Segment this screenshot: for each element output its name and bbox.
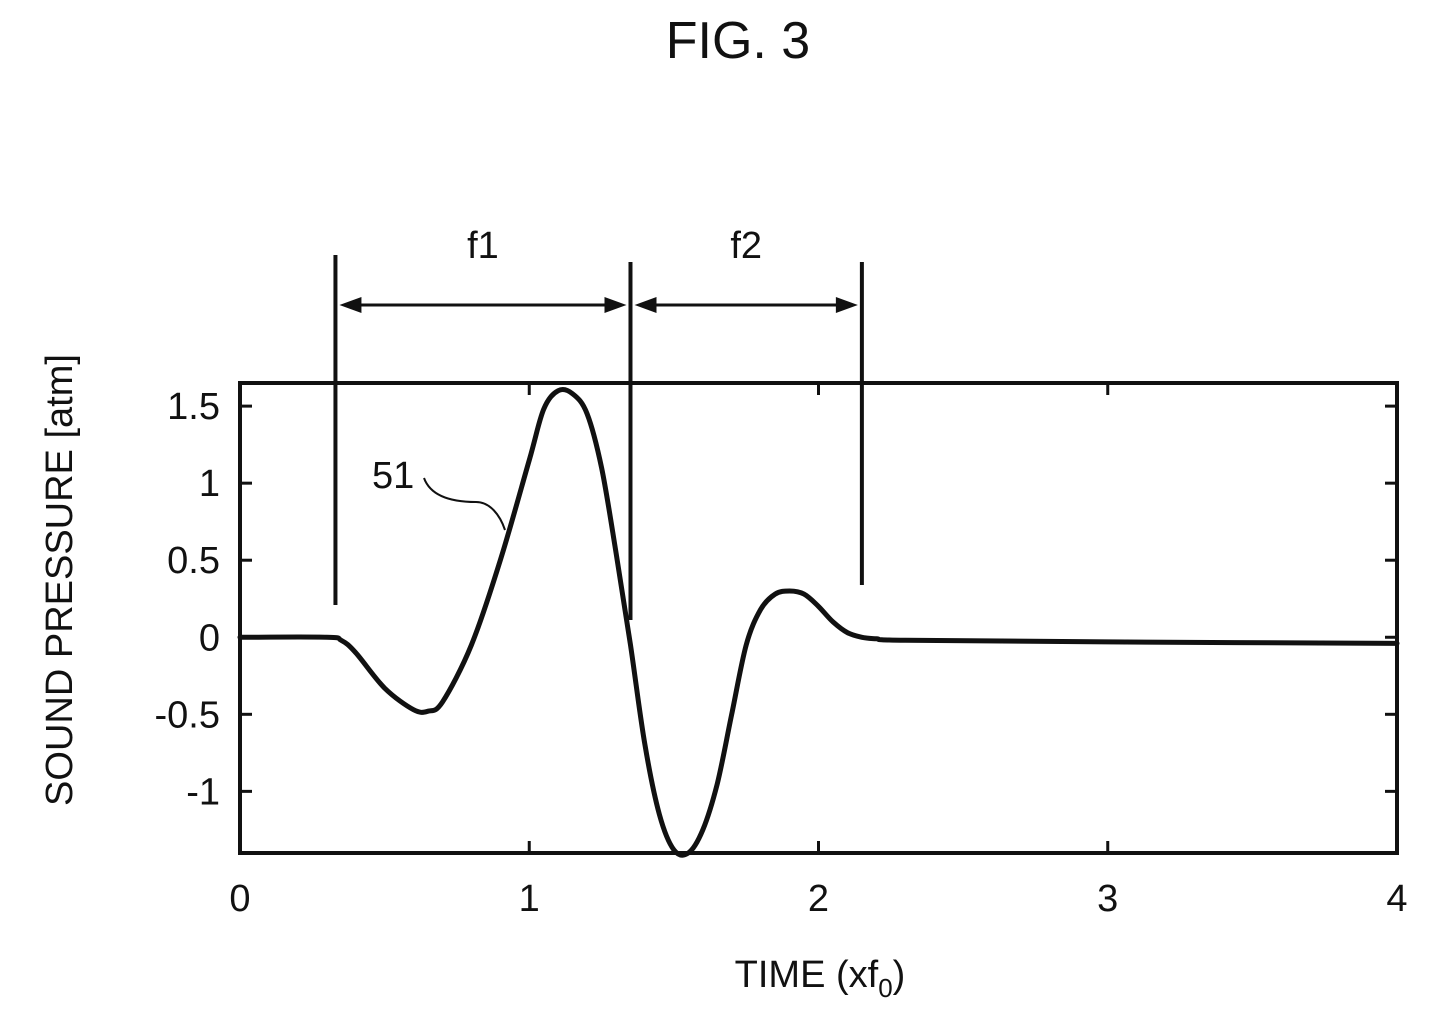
interval-label: f2	[730, 225, 762, 267]
x-tick-label: 1	[519, 878, 540, 920]
interval-annotations: f1 f2	[335, 225, 861, 620]
x-axis-label: TIME (xf0)	[735, 954, 906, 1003]
y-tick-label: 1	[199, 463, 220, 505]
interval-arrow-head-left	[634, 297, 656, 313]
plot-frame	[240, 383, 1397, 853]
y-tick-label: 1.5	[167, 386, 220, 428]
interval-arrow-head-left	[339, 297, 361, 313]
x-axis-label-close: )	[893, 954, 906, 996]
y-axis-ticks: 1.5 1 0.5 0 -0.5 -1	[155, 386, 1397, 813]
x-tick-label: 3	[1097, 878, 1118, 920]
x-axis-label-main: TIME (xf	[735, 954, 879, 996]
y-tick-label: 0.5	[167, 540, 220, 582]
interval-label: f1	[467, 225, 499, 267]
x-tick-label: 0	[229, 878, 250, 920]
y-tick-label: -0.5	[155, 694, 220, 736]
x-tick-label: 4	[1386, 878, 1407, 920]
y-tick-label: -1	[186, 771, 220, 813]
curve-label: 51	[372, 455, 414, 497]
x-axis-label-subscript: 0	[878, 973, 892, 1003]
interval-arrow-head-right	[604, 297, 626, 313]
interval-arrow-head-right	[836, 297, 858, 313]
x-tick-label: 2	[808, 878, 829, 920]
curve-label-leader	[424, 478, 505, 530]
sound-pressure-chart: 0 1 2 3 4 1.5 1 0.5 0 -0.5 -1 f1 f2 51 SOUND PRESS…	[39, 225, 1408, 1003]
figure-title: FIG. 3	[666, 12, 810, 70]
y-tick-label: 0	[199, 617, 220, 659]
y-axis-label: SOUND PRESSURE [atm]	[39, 354, 81, 806]
